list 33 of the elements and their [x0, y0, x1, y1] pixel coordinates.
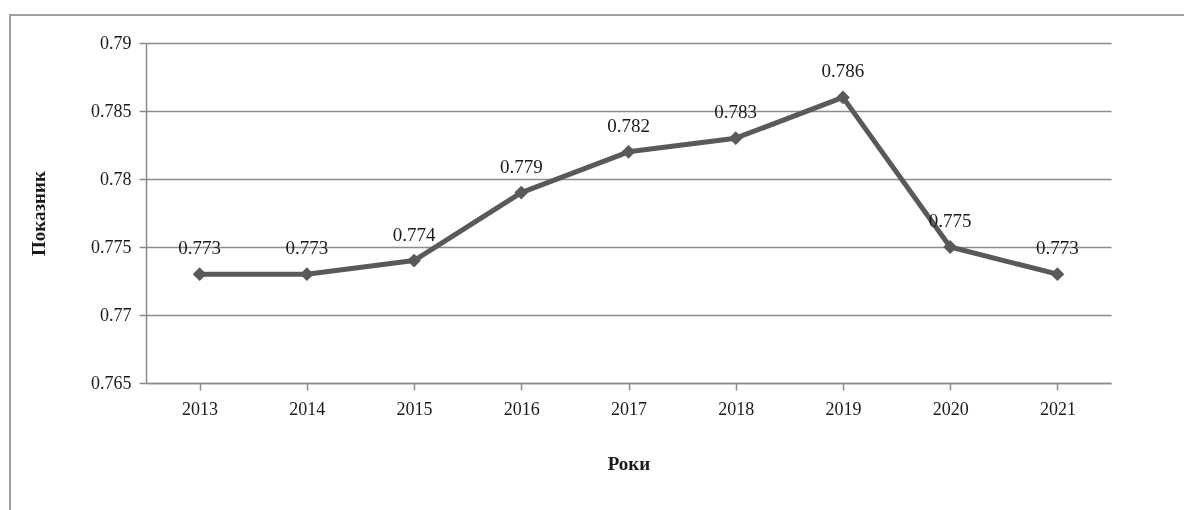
data-label: 0.773: [285, 237, 329, 259]
x-tick-label: 2019: [825, 398, 862, 419]
data-label: 0.774: [392, 223, 436, 245]
data-label: 0.783: [714, 101, 758, 123]
x-tick-label: 2020: [932, 398, 969, 419]
point: [192, 267, 207, 282]
x-tick-label: 2017: [611, 398, 647, 419]
y-tick-label: 0.775: [91, 236, 132, 257]
point: [621, 144, 636, 159]
data-label: 0.779: [499, 155, 543, 177]
x-tick-label: 2013: [182, 398, 219, 419]
point: [1050, 267, 1065, 282]
x-tick-label: 2016: [503, 398, 540, 419]
y-tick-label: 0.785: [91, 100, 132, 121]
x-tick-label: 2015: [396, 398, 433, 419]
y-tick-label: 0.78: [100, 168, 132, 189]
y-tick-label: 0.765: [91, 372, 132, 393]
point: [407, 253, 421, 268]
point: [943, 240, 958, 254]
y-tick-label: 0.77: [100, 304, 132, 325]
y-tick-label: 0.79: [100, 32, 132, 53]
point: [728, 131, 743, 146]
data-label: 0.773: [178, 237, 221, 259]
data-label: 0.782: [607, 114, 650, 136]
point: [836, 90, 850, 105]
x-tick-label: 2021: [1039, 398, 1076, 419]
x-tick-label: 2018: [718, 398, 755, 419]
y-axis-title: Показник: [27, 170, 49, 256]
x-tick-label: 2014: [289, 398, 326, 419]
point: [514, 185, 529, 200]
data-label: 0.773: [1036, 237, 1079, 259]
data-label: 0.786: [821, 60, 865, 82]
x-axis-title: Роки: [607, 452, 651, 474]
